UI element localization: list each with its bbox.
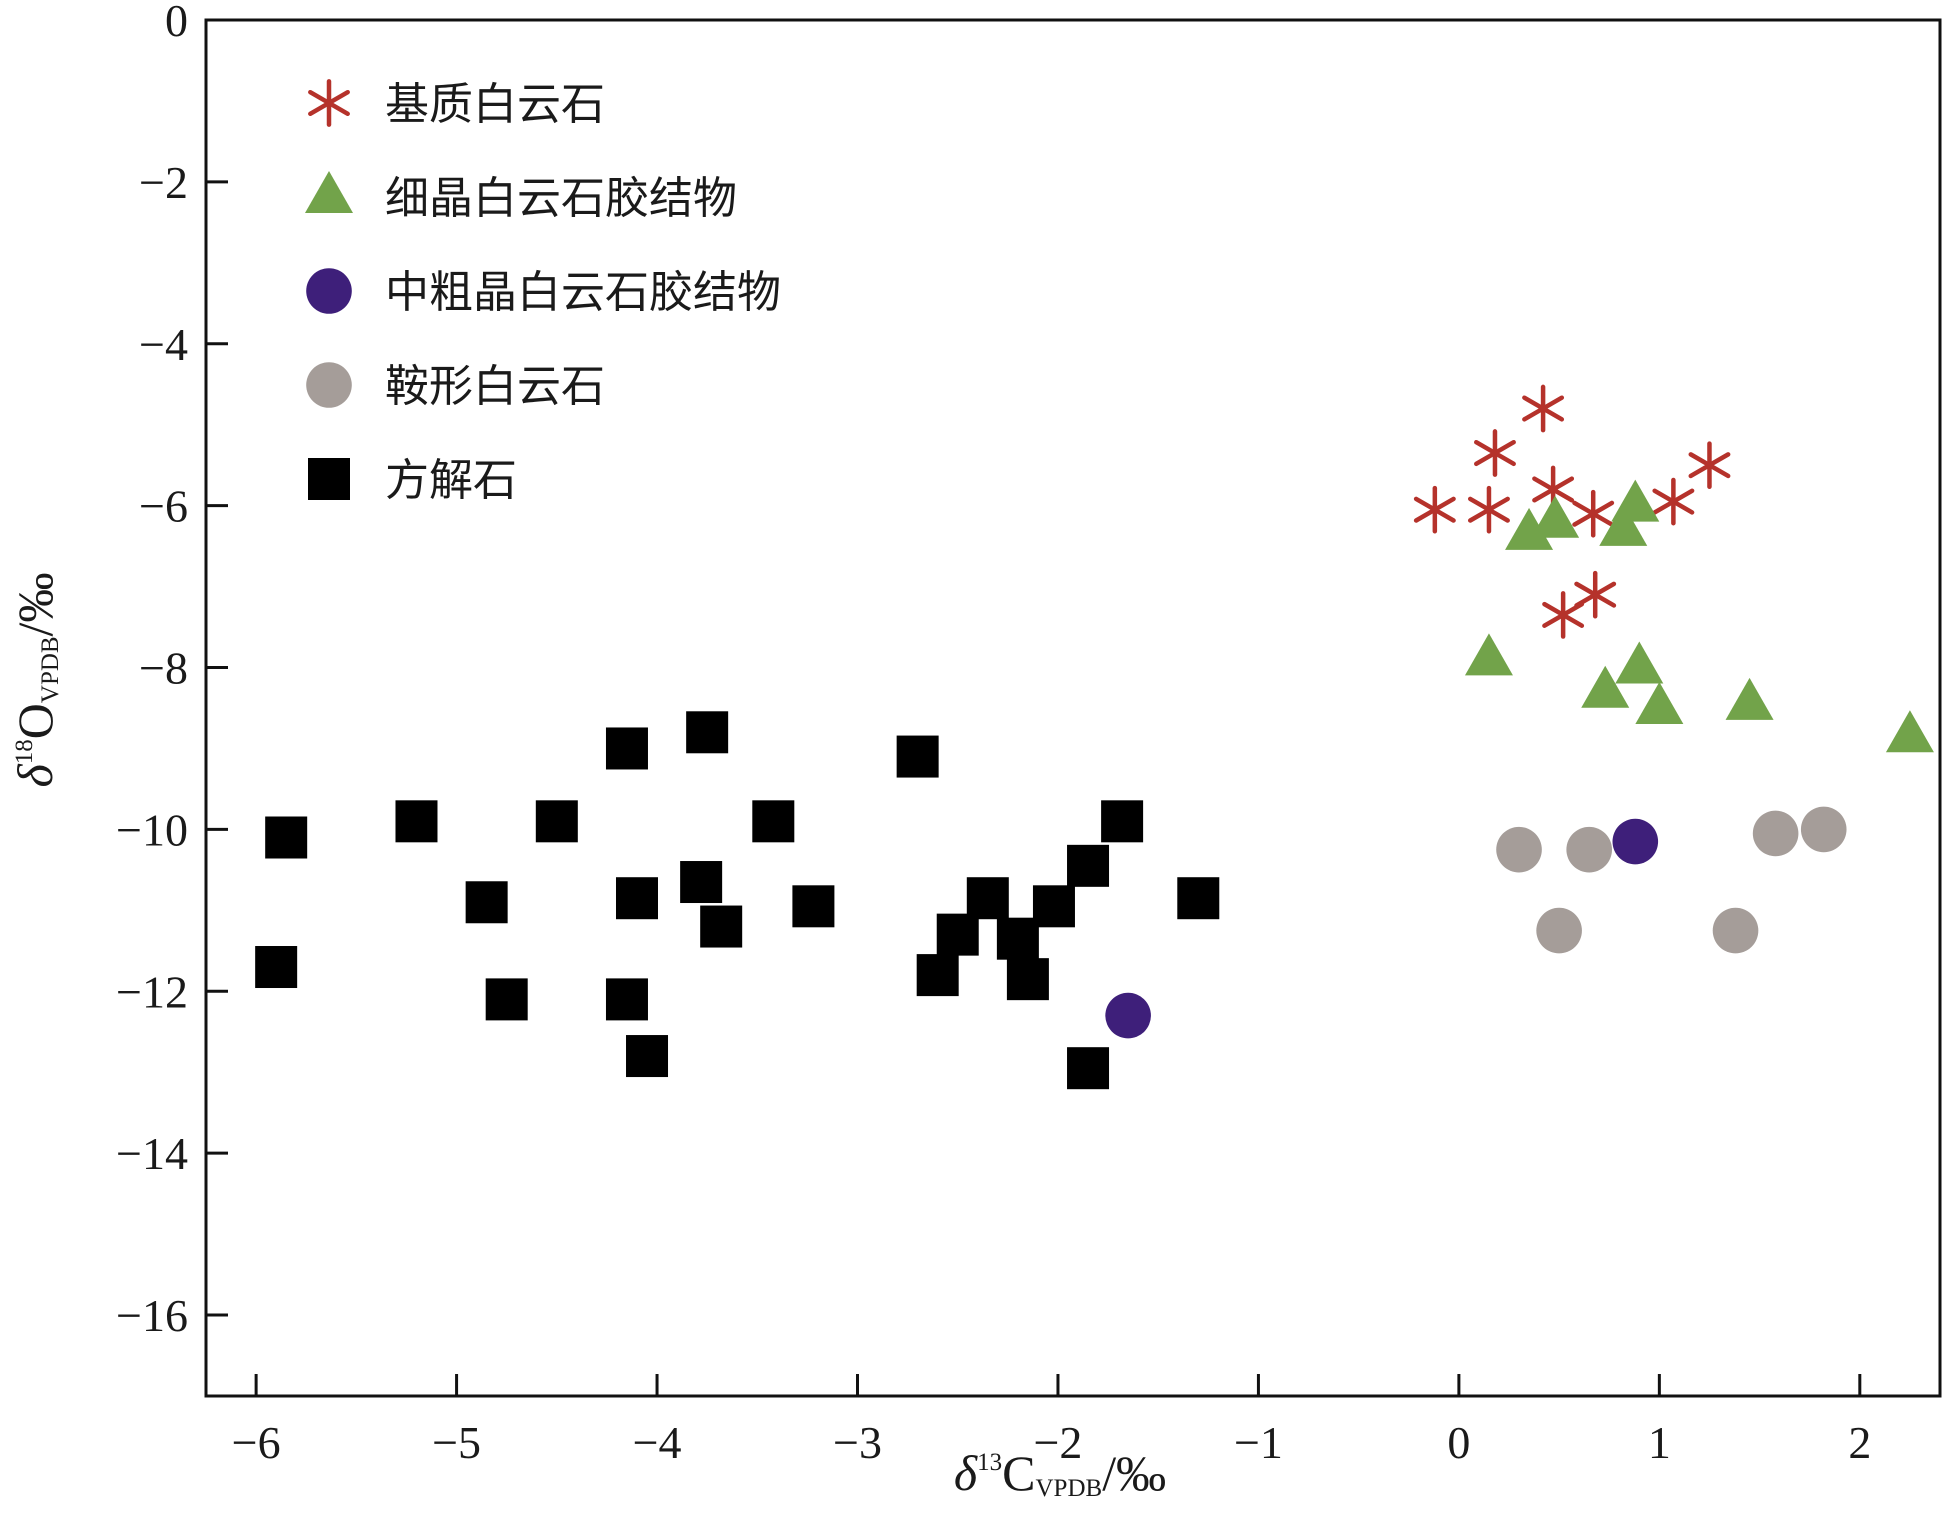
data-point-square: [465, 881, 508, 924]
x-tick-label: 1: [1648, 1417, 1671, 1468]
data-point-square: [395, 800, 438, 843]
data-point-square: [1067, 1047, 1110, 1090]
data-point-square: [936, 913, 979, 956]
data-point-circle: [1612, 818, 1659, 865]
data-point-asterisk: [1574, 570, 1617, 619]
data-point-triangle: [1611, 479, 1660, 522]
data-point-triangle: [1635, 681, 1684, 724]
data-point-asterisk: [1413, 485, 1456, 534]
data-point-triangle: [1725, 677, 1774, 720]
data-point-square: [966, 877, 1009, 920]
data-point-square: [686, 711, 729, 754]
legend-label: 中粗晶白云石胶结物: [385, 267, 781, 318]
data-point-triangle: [1505, 507, 1554, 550]
y-tick-label: −12: [116, 966, 188, 1017]
x-tick-label: −1: [1234, 1417, 1283, 1468]
data-point-square: [1067, 844, 1110, 887]
x-tick-label: −5: [432, 1417, 481, 1468]
data-point-square: [605, 978, 648, 1021]
data-point-triangle: [1581, 665, 1630, 708]
x-tick-label: −2: [1033, 1417, 1082, 1468]
data-point-square: [792, 885, 835, 928]
data-point-square: [1006, 958, 1049, 1001]
y-tick-label: −14: [116, 1128, 188, 1179]
legend-marker-circle: [306, 362, 352, 408]
legend-marker-circle: [306, 268, 352, 314]
x-tick-label: −4: [633, 1417, 682, 1468]
data-point-square: [1032, 885, 1075, 928]
x-axis-title: δ13CVPDB/‰: [954, 1445, 1166, 1502]
legend-marker-square: [308, 458, 350, 500]
data-point-square: [680, 861, 723, 904]
data-point-square: [896, 735, 939, 778]
data-point-square: [1177, 877, 1220, 920]
data-point-circle: [1712, 907, 1759, 954]
y-tick-label: −10: [116, 804, 188, 855]
data-point-square: [700, 905, 743, 948]
x-tick-label: −6: [232, 1417, 281, 1468]
y-tick-label: −8: [139, 643, 188, 694]
x-tick-label: 2: [1848, 1417, 1871, 1468]
data-point-square: [605, 727, 648, 770]
data-point-circle: [1536, 907, 1582, 954]
data-point-square: [265, 816, 308, 859]
plot-frame: [204, 18, 1942, 1398]
legend-label: 方解石: [385, 455, 517, 506]
data-point-circle: [1105, 992, 1151, 1039]
legend-label: 细晶白云石胶结物: [385, 173, 737, 224]
y-axis-title: δ18OVPDB/‰: [7, 573, 64, 788]
data-point-triangle: [1599, 503, 1648, 546]
data-point-square: [535, 800, 578, 843]
x-tick-label: 0: [1447, 1417, 1470, 1468]
data-point-square: [1101, 800, 1144, 843]
y-tick-label: −2: [139, 157, 188, 208]
data-point-asterisk: [1542, 591, 1585, 639]
data-point-asterisk: [1652, 477, 1695, 526]
legend-marker-asterisk: [308, 79, 350, 127]
data-point-triangle: [1615, 641, 1664, 684]
data-point-square: [996, 917, 1039, 960]
data-point-circle: [1800, 806, 1847, 853]
legend-label: 基质白云石: [385, 79, 605, 130]
y-tick-label: −4: [139, 319, 188, 370]
y-tick-label: −16: [116, 1290, 188, 1341]
data-point-circle: [1496, 826, 1542, 873]
data-point-asterisk: [1572, 489, 1615, 538]
data-point-circle: [1566, 826, 1612, 873]
data-point-triangle: [1464, 633, 1513, 676]
data-point-square: [485, 978, 528, 1021]
data-point-asterisk: [1522, 384, 1565, 433]
data-point-square: [916, 954, 959, 997]
data-point-asterisk: [1468, 485, 1510, 534]
y-tick-label: 0: [165, 0, 188, 46]
legend-marker-triangle: [305, 170, 353, 213]
data-point-square: [752, 800, 795, 843]
y-tick-label: −6: [139, 481, 188, 532]
data-point-circle: [1752, 810, 1799, 857]
data-point-square: [626, 1035, 669, 1078]
data-point-asterisk: [1474, 429, 1516, 477]
data-point-triangle: [1885, 710, 1934, 753]
legend-label: 鞍形白云石: [385, 361, 605, 412]
x-tick-label: −3: [833, 1417, 882, 1468]
data-point-triangle: [1531, 495, 1580, 538]
data-point-square: [615, 877, 658, 920]
data-point-square: [255, 946, 298, 989]
data-point-asterisk: [1688, 441, 1731, 490]
